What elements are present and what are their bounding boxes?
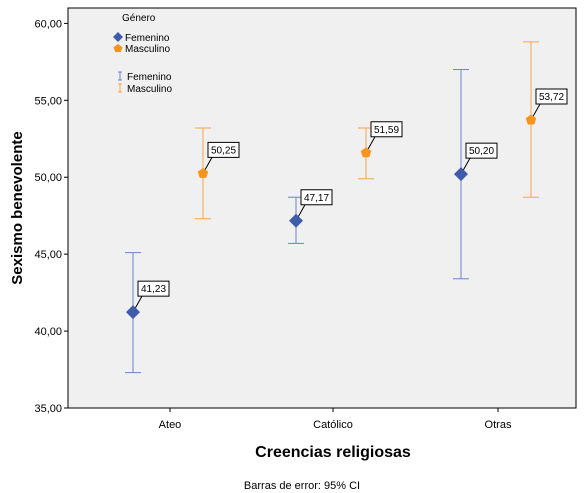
legend-errorbar-label-femenino: Femenino: [127, 72, 172, 83]
data-label: 47,17: [304, 193, 329, 204]
point-marker-masculino: [197, 167, 209, 178]
data-label-box: [465, 142, 498, 159]
legend-marker-masculino: [113, 44, 123, 52]
data-label-box: [137, 280, 170, 297]
y-axis: 35,00 40,00 45,00 50,00 55,00 60,00: [34, 18, 68, 415]
y-tick-label: 50,00: [34, 172, 62, 184]
legend-errorbar-femenino-icon: [118, 71, 122, 81]
legend-errorbar-label-masculino: Masculino: [127, 84, 172, 95]
data-label: 50,25: [211, 145, 236, 156]
y-tick-label: 60,00: [34, 18, 62, 30]
y-axis-title: Sexismo benevolente: [9, 131, 26, 284]
x-axis: Ateo Católico Otras: [159, 408, 512, 431]
legend: Género Femenino Masculino Femenino Mascu…: [113, 13, 172, 95]
data-label-box: [300, 189, 333, 206]
point-marker-masculino: [525, 114, 537, 125]
x-tick-label: Católico: [313, 419, 353, 431]
y-tick-label: 45,00: [34, 249, 62, 261]
x-tick-label: Ateo: [159, 419, 182, 431]
data-label-box: [370, 121, 403, 138]
data-label: 51,59: [374, 125, 399, 136]
legend-title: Género: [122, 13, 156, 24]
data-label-box: [207, 141, 240, 158]
data-label: 53,72: [539, 92, 564, 103]
x-axis-title: Creencias religiosas: [255, 444, 411, 461]
legend-label-masculino: Masculino: [125, 44, 170, 55]
point-marker-femenino: [289, 213, 303, 228]
legend-label-femenino: Femenino: [125, 33, 170, 44]
point-marker-femenino: [126, 305, 140, 320]
point-marker-femenino: [454, 167, 468, 182]
y-tick-label: 35,00: [34, 403, 62, 415]
plot-area: [67, 7, 577, 409]
data-marks: 41,23 47,17 50,20 50,25 51,59 53,72: [125, 41, 568, 374]
data-label: 50,20: [469, 146, 494, 157]
legend-marker-femenino: [113, 32, 123, 42]
legend-errorbar-masculino-icon: [118, 83, 122, 93]
point-marker-masculino: [360, 147, 372, 158]
data-label: 41,23: [141, 284, 166, 295]
y-tick-label: 40,00: [34, 326, 62, 338]
data-label-box: [535, 88, 568, 105]
footnote: Barras de error: 95% CI: [244, 480, 360, 492]
y-tick-label: 55,00: [34, 95, 62, 107]
x-tick-label: Otras: [485, 419, 512, 431]
